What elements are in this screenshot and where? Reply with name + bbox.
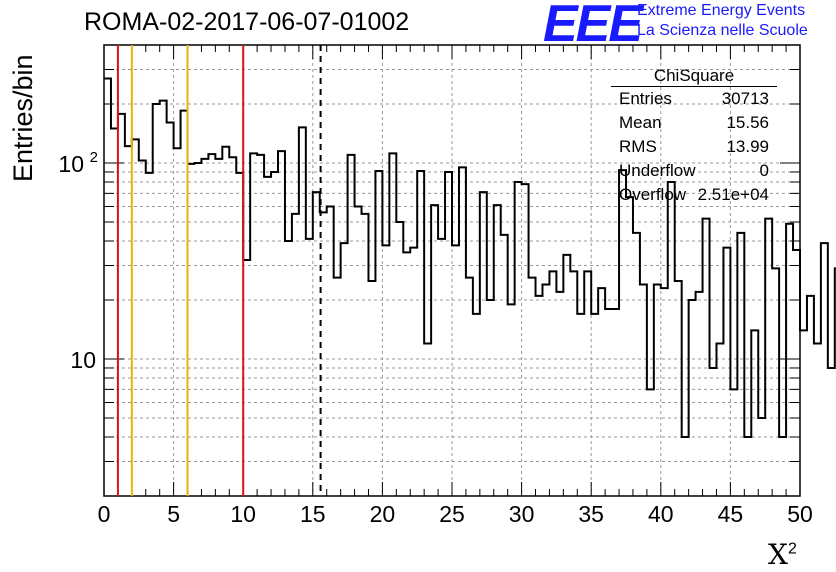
x-tick-label: 25 [439, 501, 465, 527]
x-axis-label-sup: 2 [787, 540, 797, 558]
y-tick-label: 10 [70, 347, 96, 373]
stats-value: 2.51e+04 [697, 185, 769, 204]
x-axis-label: X2 [768, 538, 797, 571]
stats-row: RMS 13.99 [611, 137, 777, 161]
x-tick-label: 50 [787, 501, 813, 527]
y-tick-label: 10 [58, 151, 84, 177]
stats-value: 13.99 [726, 137, 769, 156]
x-tick-label: 35 [578, 501, 604, 527]
logo-line-1: Extreme Energy Events [637, 2, 806, 19]
stats-value: 0 [759, 161, 769, 180]
stats-divider [611, 86, 777, 87]
plot-title: ROMA-02-2017-06-07-01002 [84, 8, 410, 36]
x-tick-label: 10 [230, 501, 256, 527]
x-tick-label: 45 [718, 501, 744, 527]
x-axis-label-base: X [768, 538, 788, 571]
stats-key: Underflow [619, 161, 696, 180]
stats-row: Mean 15.56 [611, 113, 777, 137]
stats-key: Overflow [619, 185, 687, 204]
stats-row: Underflow 0 [611, 161, 777, 185]
x-tick-label: 20 [370, 501, 396, 527]
logo-line-2: La Scienza nelle Scuole [637, 22, 808, 39]
stats-key: Mean [619, 113, 662, 132]
histogram-steps [104, 77, 836, 438]
eee-logo: EEE [543, 0, 643, 53]
stats-key: Entries [619, 89, 672, 108]
stats-rows: Entries 30713 Mean 15.56 RMS 13.99 Underflow 0 O… [611, 89, 777, 209]
x-tick-label: 15 [300, 501, 326, 527]
x-tick-label: 40 [648, 501, 674, 527]
x-tick-label: 5 [167, 501, 180, 527]
stats-value: 30713 [721, 89, 769, 108]
stats-row: Entries 30713 [611, 89, 777, 113]
stats-title: ChiSquare [653, 66, 735, 85]
y-tick-label-exponent: 2 [90, 149, 98, 166]
stats-value: 15.56 [726, 113, 769, 132]
stats-key: RMS [619, 137, 657, 156]
stats-box: ChiSquare Entries 30713 Mean 15.56 RMS 13.99 U… [611, 66, 777, 209]
x-tick-label: 30 [509, 501, 535, 527]
stats-row: Overflow 2.51e+04 [611, 185, 777, 209]
x-tick-label: 0 [98, 501, 111, 527]
